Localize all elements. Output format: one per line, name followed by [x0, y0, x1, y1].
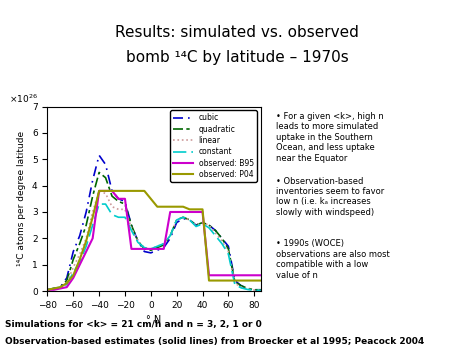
Text: $\times 10^{26}$: $\times 10^{26}$ — [9, 92, 38, 105]
Text: Observation-based estimates (solid lines) from Broecker et al 1995; Peacock 2004: Observation-based estimates (solid lines… — [5, 337, 424, 346]
Text: Results: simulated vs. observed: Results: simulated vs. observed — [115, 25, 359, 40]
X-axis label: ° N: ° N — [146, 315, 162, 326]
Text: • For a given <k>, high n
leads to more simulated
uptake in the Southern
Ocean, : • For a given <k>, high n leads to more … — [276, 112, 384, 163]
Text: Simulations for <k> = 21 cm/h and n = 3, 2, 1 or 0: Simulations for <k> = 21 cm/h and n = 3,… — [5, 320, 262, 328]
Text: • Observation-based
inventories seem to favor
low n (i.e. kₐ increases
slowly wi: • Observation-based inventories seem to … — [276, 177, 384, 217]
Legend: cubic, quadratic, linear, constant, observed: B95, observed: P04: cubic, quadratic, linear, constant, obse… — [171, 110, 257, 182]
Y-axis label: ¹⁴C atoms per degree latitude: ¹⁴C atoms per degree latitude — [18, 131, 27, 266]
Text: bomb ¹⁴C by latitude – 1970s: bomb ¹⁴C by latitude – 1970s — [126, 50, 348, 65]
Text: • 1990s (WOCE)
observations are also most
compatible with a low
value of n: • 1990s (WOCE) observations are also mos… — [276, 239, 390, 280]
